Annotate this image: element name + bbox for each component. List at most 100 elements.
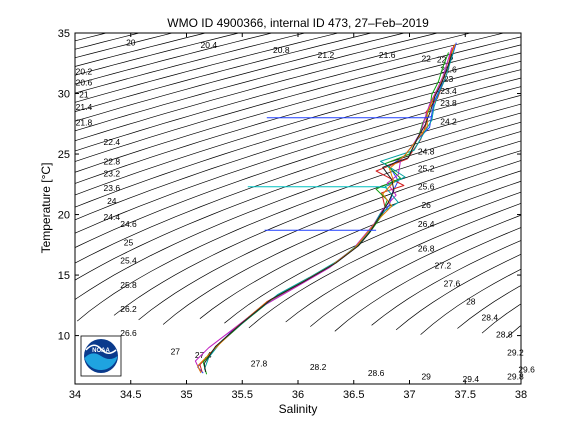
- contour-label: 21.2: [318, 50, 335, 60]
- contour-label: 24.2: [440, 116, 457, 126]
- y-tick-label: 20: [58, 210, 70, 222]
- contour-label: 22.8: [104, 156, 121, 166]
- x-tick-label: 37: [403, 389, 415, 401]
- contour-label: 29.6: [518, 365, 535, 375]
- contour-label: 21.4: [76, 102, 93, 112]
- contour-label: 23.2: [104, 168, 121, 178]
- density-contour-line: [75, 33, 439, 132]
- contour-label: 26.6: [120, 328, 137, 338]
- density-contour-line: [75, 112, 521, 281]
- noaa-logo-text: NOAA: [92, 348, 110, 354]
- contour-label: 21: [79, 90, 89, 100]
- x-tick-label: 36.5: [343, 389, 364, 401]
- density-contour-line: [75, 33, 340, 103]
- density-contour-line: [371, 240, 521, 326]
- density-contour-line: [199, 170, 521, 319]
- contour-label: 27.6: [444, 279, 461, 289]
- density-contour-line: [75, 33, 241, 76]
- contour-label: 21.8: [76, 118, 93, 128]
- density-contour-line: [334, 227, 521, 332]
- contour-label: 25.6: [418, 182, 435, 192]
- contour-label: 25.4: [120, 256, 137, 266]
- contour-label: 23.4: [440, 86, 457, 96]
- contour-label: 20.2: [76, 67, 93, 77]
- density-contour-line: [75, 33, 274, 85]
- contour-label: 25.2: [418, 164, 435, 174]
- density-contour-line: [75, 36, 521, 162]
- y-tick-label: 10: [58, 331, 70, 343]
- contour-label: 29: [421, 372, 431, 382]
- contour-label: 20.8: [273, 45, 290, 55]
- contour-label: 23.8: [440, 98, 457, 108]
- contour-label: 26: [421, 200, 431, 210]
- profile-spike-line: [266, 116, 432, 119]
- x-axis-label: Salinity: [279, 402, 318, 416]
- density-contour-line: [75, 60, 521, 196]
- density-contour-line: [75, 121, 521, 301]
- contour-label: 27: [171, 346, 181, 356]
- x-tick-label: 35.5: [232, 389, 253, 401]
- density-contour-line: [506, 325, 521, 339]
- contour-label: 24: [107, 196, 117, 206]
- density-contour-line: [75, 77, 521, 221]
- density-contour-line: [224, 180, 521, 324]
- noaa-logo: NOAA: [80, 335, 122, 377]
- density-contour-labels: 20 20.4 20.8 21.2 21.6 22 20.220.6 21 21.4 21.8 22…: [76, 38, 536, 385]
- contour-label: 20.6: [76, 78, 93, 88]
- axis-ticks: 34 34.5 35 35.5 36 36.5 37 37.5 38 10 15 20 25 30 35: [58, 28, 527, 401]
- contour-label: 23.6: [104, 183, 121, 193]
- contour-label: 21.6: [379, 50, 396, 60]
- density-contour-line: [75, 44, 521, 173]
- density-contour-line: [248, 191, 521, 329]
- x-tick-label: 38: [515, 389, 527, 401]
- y-tick-label: 15: [58, 270, 70, 282]
- density-contour-line: [75, 103, 521, 264]
- density-contour-line: [75, 33, 174, 59]
- density-contour-line: [76, 131, 521, 322]
- contour-label: 28.8: [496, 329, 513, 339]
- contour-label: 24.4: [104, 212, 121, 222]
- x-tick-label: 35: [180, 389, 192, 401]
- density-contour-line: [75, 33, 472, 142]
- y-tick-label: 25: [58, 149, 70, 161]
- y-tick-label: 30: [58, 89, 70, 101]
- contour-label: 20.4: [201, 40, 218, 50]
- density-contour-line: [285, 203, 521, 323]
- contour-label: 22: [421, 53, 431, 63]
- chart-title: WMO ID 4900366, internal ID 473, 27–Feb–…: [167, 16, 429, 30]
- density-contour-line: [113, 140, 521, 316]
- contour-label: 29.2: [507, 348, 524, 358]
- x-tick-label: 34.5: [120, 389, 141, 401]
- contour-label: 28: [466, 297, 476, 307]
- contour-label: 25: [124, 237, 134, 247]
- density-contour-line: [75, 33, 373, 113]
- contour-label: 27.8: [251, 358, 268, 368]
- contour-label: 24.6: [120, 219, 137, 229]
- contour-label: 29.8: [507, 372, 524, 382]
- contour-label: 29.4: [463, 374, 480, 384]
- density-contour-line: [162, 160, 521, 325]
- contour-label: 27.4: [195, 350, 212, 360]
- density-contour-line: [75, 52, 521, 184]
- contour-label: 28.2: [310, 362, 327, 372]
- density-contour-line: [75, 33, 506, 152]
- profile-series-line: [203, 53, 453, 372]
- y-axis-label: Temperature [°C]: [39, 163, 53, 254]
- contour-label: 25.8: [120, 280, 137, 290]
- contour-label: 26.2: [120, 304, 137, 314]
- profile-spike-line: [247, 186, 388, 189]
- contour-label: 26.8: [418, 243, 435, 253]
- density-contour-line: [420, 268, 521, 335]
- profile-lines: [194, 42, 457, 375]
- density-contour-line: [457, 285, 521, 329]
- contour-label: 24.8: [418, 147, 435, 157]
- density-contour-line: [395, 253, 521, 331]
- contour-label: 26.4: [418, 219, 435, 229]
- contour-label: 27.2: [435, 260, 452, 270]
- density-contour-line: [75, 94, 521, 248]
- x-tick-label: 34: [69, 389, 81, 401]
- density-contour-line: [75, 33, 207, 67]
- density-contour-line: [75, 33, 141, 50]
- density-contour-line: [138, 150, 521, 321]
